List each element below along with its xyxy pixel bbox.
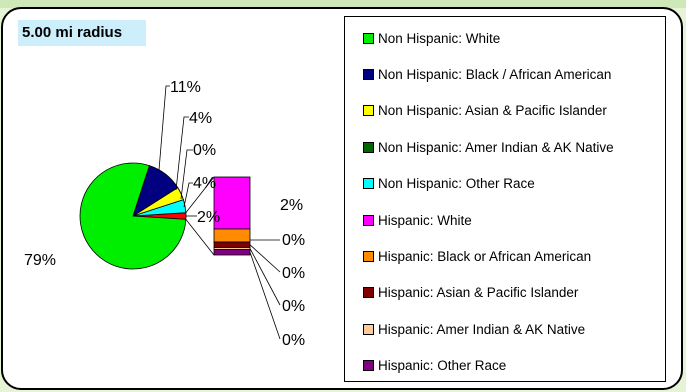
legend-swatch (363, 141, 374, 153)
legend-item-nh-white: Non Hispanic: White (363, 29, 500, 47)
legend-label: Hispanic: Black or African American (378, 248, 592, 264)
chart-legend: Non Hispanic: White Non Hispanic: Black /… (344, 16, 666, 382)
legend-label: Hispanic: Amer Indian & AK Native (378, 321, 586, 337)
legend-item-h-asian: Hispanic: Asian & Pacific Islander (363, 284, 578, 302)
top-strip (0, 0, 686, 8)
legend-label: Non Hispanic: Other Race (378, 176, 535, 192)
breakout-label-black: 0% (282, 232, 305, 249)
leader-line (158, 85, 170, 171)
legend-item-h-black: Hispanic: Black or African American (363, 247, 591, 265)
legend-swatch (363, 250, 374, 262)
legend-label: Hispanic: White (378, 212, 472, 228)
leader-line (249, 244, 281, 273)
legend-item-nh-black: Non Hispanic: Black / African American (363, 65, 611, 83)
legend-label: Hispanic: Asian & Pacific Islander (378, 285, 579, 301)
legend-swatch (363, 360, 374, 372)
pie-label-other-race: 4% (193, 175, 216, 192)
pie-label-white: 79% (24, 252, 56, 269)
legend-label: Non Hispanic: Asian & Pacific Islander (378, 103, 607, 119)
legend-swatch (363, 32, 374, 44)
breakout-hispanic-black (213, 228, 251, 243)
legend-label: Non Hispanic: Black / African American (378, 66, 612, 82)
pie-label-asian: 4% (189, 110, 212, 127)
legend-label: Non Hispanic: White (378, 30, 501, 46)
legend-swatch (363, 214, 374, 226)
legend-label: Hispanic: Other Race (378, 358, 507, 374)
legend-label: Non Hispanic: Amer Indian & AK Native (378, 139, 614, 155)
legend-swatch (363, 105, 374, 117)
legend-swatch (363, 68, 374, 80)
breakout-label-other-race: 0% (282, 332, 305, 349)
pie-label-amer-indian: 0% (193, 142, 216, 159)
breakout-label-asian: 0% (282, 265, 305, 282)
pie-label-black: 11% (170, 79, 201, 96)
leader-line (183, 182, 193, 208)
leader-line (249, 252, 281, 340)
leader-line (249, 248, 281, 306)
legend-item-nh-amer-indian: Non Hispanic: Amer Indian & AK Native (363, 138, 614, 156)
legend-item-nh-asian: Non Hispanic: Asian & Pacific Islander (363, 102, 607, 120)
legend-item-h-white: Hispanic: White (363, 211, 472, 229)
breakout-label-white: 2% (280, 197, 303, 214)
breakout-label-amer-indian: 0% (282, 298, 305, 315)
legend-swatch (363, 287, 374, 299)
breakout-hispanic-other-race (213, 249, 251, 256)
breakout-hispanic-asian (213, 241, 251, 248)
pie-label-hispanic: 2% (197, 209, 220, 226)
pie-slice-white (79, 162, 187, 270)
legend-item-h-other-race: Hispanic: Other Race (363, 357, 506, 375)
legend-swatch (363, 323, 374, 335)
leader-line (175, 116, 189, 191)
legend-swatch (363, 178, 374, 190)
legend-item-nh-other-race: Non Hispanic: Other Race (363, 175, 535, 193)
radius-label: 5.00 mi radius (18, 20, 146, 46)
leader-line (180, 149, 193, 200)
legend-item-h-amer-indian: Hispanic: Amer Indian & AK Native (363, 320, 585, 338)
breakout-hispanic-white (213, 176, 251, 230)
breakout-connector-bottom (185, 219, 215, 256)
breakout-connector-top (185, 176, 215, 213)
